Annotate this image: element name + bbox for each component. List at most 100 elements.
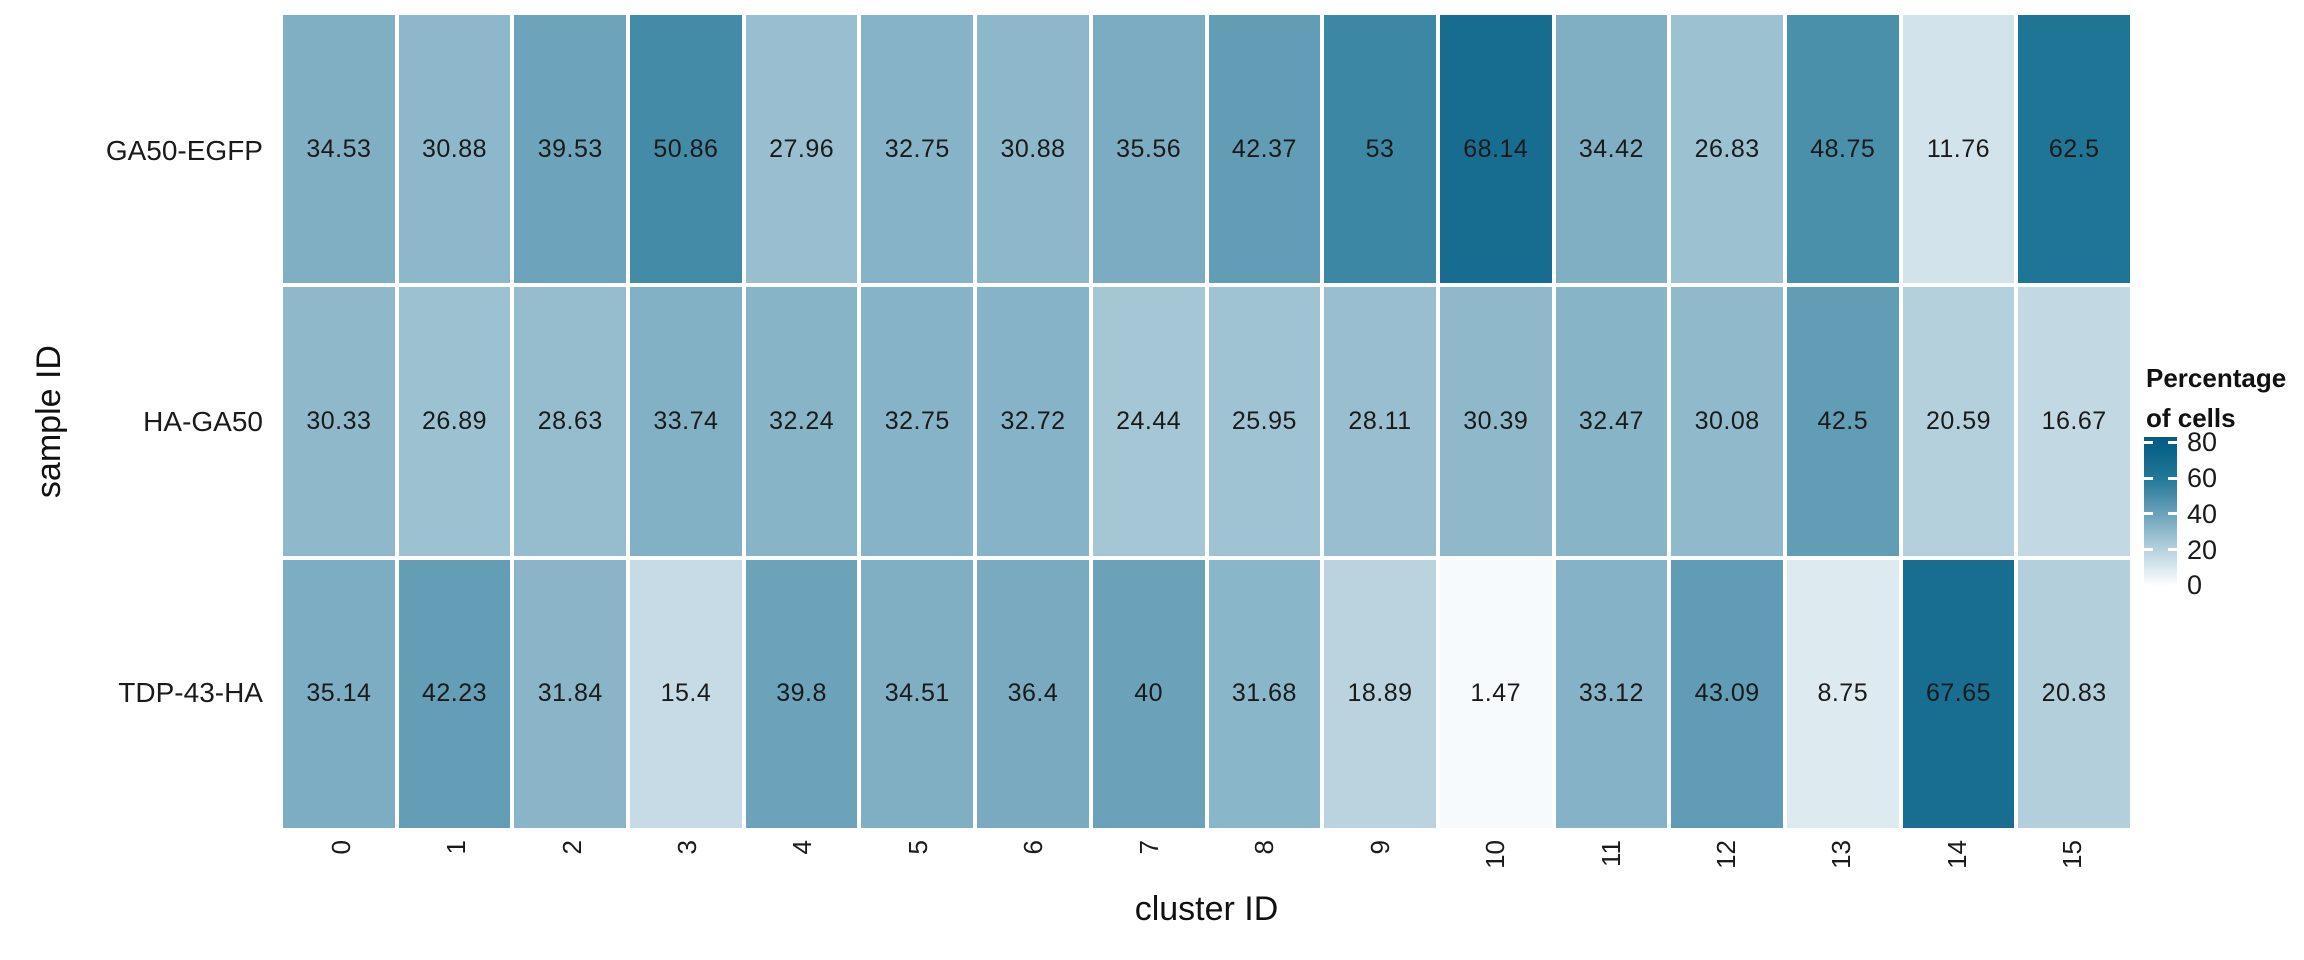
- cell-value-label: 48.75: [1810, 134, 1876, 163]
- legend-tick-label: 80: [2187, 427, 2218, 458]
- cell-value-label: 28.11: [1348, 406, 1412, 435]
- cell-value-label: 34.53: [306, 134, 372, 163]
- x-tick-label: 4: [787, 840, 818, 855]
- cell-value-label: 39.8: [776, 679, 827, 708]
- heatmap-cell: 42.23: [398, 559, 511, 828]
- cell-value-label: 26.83: [1694, 134, 1760, 163]
- heatmap-cell: 34.42: [1555, 15, 1668, 284]
- cell-value-label: 40: [1134, 679, 1164, 708]
- legend-tick-label: 20: [2187, 534, 2218, 565]
- heatmap-cell: 15.4: [630, 559, 742, 828]
- heatmap-cell: 8.75: [1786, 559, 1899, 828]
- heatmap-cell: 26.83: [1671, 15, 1783, 284]
- cell-value-label: 32.72: [1000, 406, 1066, 435]
- x-tick-label: 10: [1480, 840, 1511, 869]
- heatmap-cell: 48.75: [1786, 15, 1899, 284]
- heatmap-cell: 32.75: [861, 15, 974, 284]
- heatmap-cell: 42.37: [1208, 15, 1321, 284]
- x-tick-label: 15: [2057, 840, 2088, 869]
- cell-value-label: 32.47: [1578, 406, 1644, 435]
- cell-value-label: 67.65: [1925, 679, 1991, 708]
- legend-tick-mark: [2144, 476, 2153, 480]
- heatmap-cell: 43.09: [1671, 559, 1783, 828]
- cell-value-label: 32.24: [769, 406, 835, 435]
- cell-value-label: 26.89: [422, 406, 488, 435]
- cell-value-label: 28.63: [537, 406, 603, 435]
- heatmap-cell: 16.67: [2018, 287, 2130, 556]
- x-tick-label: 5: [902, 840, 933, 855]
- y-axis-labels: GA50-EGFP HA-GA50 TDP-43-HA: [0, 15, 273, 828]
- x-tick-label: 3: [672, 840, 703, 855]
- heatmap-cell: 30.88: [977, 15, 1089, 284]
- cell-value-label: 42.37: [1231, 134, 1297, 163]
- cell-value-label: 18.89: [1347, 679, 1413, 708]
- heatmap-cell: 11.76: [1902, 15, 2015, 284]
- heatmap-cell: 35.56: [1092, 15, 1205, 284]
- x-axis-title: cluster ID: [1134, 890, 1279, 928]
- heatmap-cell: 1.47: [1439, 559, 1552, 828]
- cell-value-label: 42.5: [1817, 406, 1869, 435]
- heatmap-cell: 24.44: [1092, 287, 1205, 556]
- cell-value-label: 34.51: [884, 679, 950, 708]
- heatmap-cell: 28.11: [1324, 287, 1436, 556]
- legend-tick-mark: [2168, 548, 2177, 551]
- cell-value-label: 20.83: [2041, 679, 2107, 708]
- legend-title-line1: Percentage: [2146, 363, 2287, 393]
- cell-value-label: 30.88: [422, 134, 488, 163]
- cell-value-label: 24.44: [1116, 406, 1182, 435]
- legend-tick-mark: [2144, 548, 2153, 551]
- heatmap-cell: 31.84: [514, 559, 627, 828]
- x-tick-label: 7: [1133, 840, 1164, 855]
- heatmap-cell: 32.24: [745, 287, 858, 556]
- heatmap-cell: 25.95: [1208, 287, 1321, 556]
- cell-value-label: 53: [1365, 134, 1395, 163]
- heatmap-cell: 53: [1324, 15, 1436, 284]
- cell-value-label: 39.53: [537, 134, 603, 163]
- cell-value-label: 30.33: [306, 406, 372, 435]
- legend-tick-mark: [2168, 512, 2177, 516]
- cell-value-label: 68.14: [1463, 134, 1529, 163]
- legend-tick-label: 40: [2187, 498, 2218, 529]
- heatmap-cell: 30.39: [1439, 287, 1552, 556]
- cell-value-label: 62.5: [2048, 134, 2100, 163]
- heatmap-cell: 20.83: [2018, 559, 2130, 828]
- heatmap-cell: 30.88: [398, 15, 511, 284]
- x-tick-label: 13: [1826, 840, 1857, 869]
- cell-value-label: 11.76: [1926, 134, 1991, 163]
- legend-tick-label: 60: [2187, 463, 2218, 494]
- heatmap-cell: 18.89: [1324, 559, 1436, 828]
- x-tick-label: 2: [556, 840, 587, 855]
- cell-value-label: 16.67: [2041, 406, 2107, 435]
- heatmap-cell: 40: [1092, 559, 1205, 828]
- heatmap-cell: 32.75: [861, 287, 974, 556]
- heatmap-cell: 68.14: [1439, 15, 1552, 284]
- cell-value-label: 50.86: [653, 134, 719, 163]
- cell-value-label: 1.47: [1470, 679, 1522, 708]
- cell-value-label: 33.74: [653, 406, 719, 435]
- legend-tick-mark: [2144, 440, 2153, 444]
- x-tick-label: 12: [1710, 840, 1741, 869]
- legend-tick-mark: [2168, 440, 2177, 444]
- cell-value-label: 32.75: [884, 406, 950, 435]
- heatmap-cell: 26.89: [398, 287, 511, 556]
- cell-value-label: 42.23: [422, 679, 488, 708]
- heatmap-cell: 34.51: [861, 559, 974, 828]
- y-tick-label: GA50-EGFP: [105, 134, 263, 166]
- legend-tick-mark: [2168, 583, 2177, 587]
- heatmap-cell: 50.86: [630, 15, 742, 284]
- cell-value-label: 27.96: [769, 134, 835, 163]
- x-tick-label: 14: [1941, 840, 1972, 869]
- heatmap-cell: 20.59: [1902, 287, 2015, 556]
- cell-value-label: 43.09: [1694, 679, 1760, 708]
- legend-tick-mark: [2144, 583, 2153, 587]
- cell-value-label: 35.14: [306, 679, 372, 708]
- legend-tick-mark: [2144, 512, 2153, 516]
- legend-tick-label: 0: [2187, 570, 2203, 601]
- heatmap-cell: 36.4: [977, 559, 1089, 828]
- cell-value-label: 31.68: [1231, 679, 1297, 708]
- cell-value-label: 25.95: [1231, 406, 1297, 435]
- legend-title-line2: of cells: [2146, 403, 2236, 433]
- heatmap-cell: 32.72: [977, 287, 1089, 556]
- heatmap-cell: 62.5: [2018, 15, 2130, 284]
